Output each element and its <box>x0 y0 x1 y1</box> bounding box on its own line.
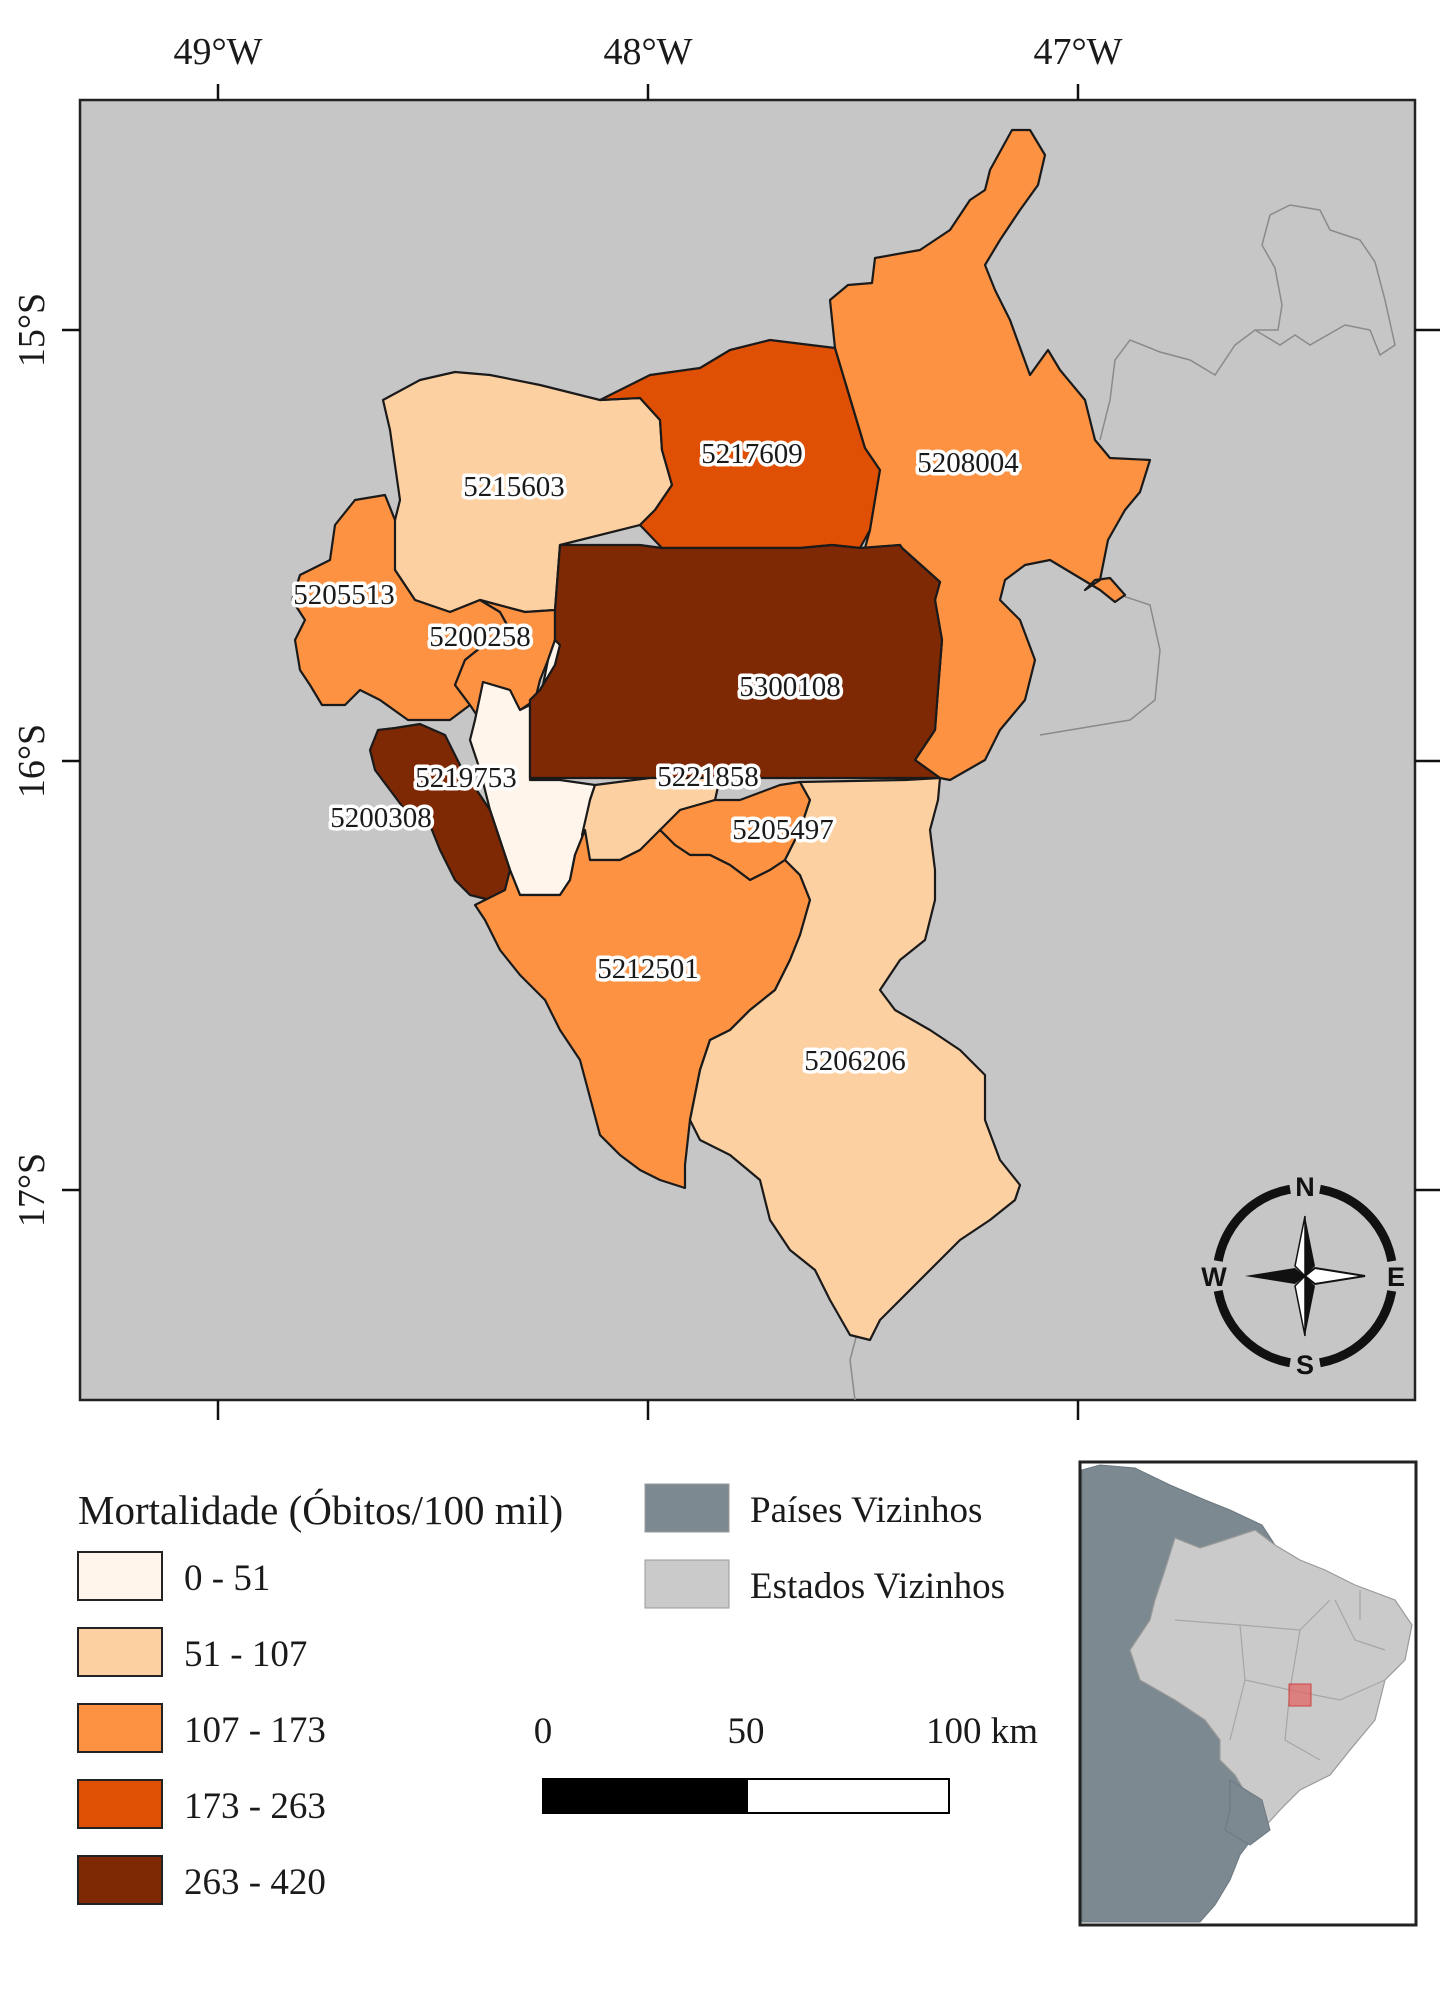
legend-swatch-0 <box>77 1551 163 1601</box>
compass-label-n: N <box>1295 1172 1315 1202</box>
label-5300108: 5300108 <box>739 671 841 703</box>
scale-label-0: 0 <box>534 1711 553 1752</box>
municipalities <box>290 128 1152 1342</box>
legend-label-3: 173 - 263 <box>184 1786 326 1827</box>
label-5219753: 5219753 <box>415 762 517 794</box>
compass-label-s: S <box>1296 1350 1314 1380</box>
legend-swatch-4 <box>77 1855 163 1905</box>
inset-brazil <box>1129 1529 1413 1841</box>
label-5215603: 5215603 <box>463 471 565 503</box>
label-5212501: 5212501 <box>597 953 699 985</box>
legend-title: Mortalidade (Óbitos/100 mil) <box>78 1487 563 1533</box>
scale-segment-white <box>746 1778 950 1814</box>
label-5205513: 5205513 <box>293 579 395 611</box>
legend-label-4: 263 - 420 <box>184 1862 326 1903</box>
legend-label-paises: Países Vizinhos <box>750 1490 982 1531</box>
legend-other: Países Vizinhos Estados Vizinhos <box>644 1483 1005 1609</box>
lat-tick-17s: 17°S <box>11 1153 53 1227</box>
legend-swatch-3 <box>77 1779 163 1829</box>
label-5200308: 5200308 <box>330 802 432 834</box>
inset-locator-map <box>1078 1460 1418 1927</box>
legend-label-estados: Estados Vizinhos <box>750 1566 1005 1607</box>
compass-ring-gaps <box>1212 1183 1398 1369</box>
scale-bar: 0 50 100 km <box>534 1711 1038 1814</box>
municipality-5206206[interactable] <box>688 776 1022 1342</box>
legend-swatch-2 <box>77 1703 163 1753</box>
graticule <box>62 84 1440 1420</box>
municipality-5300108[interactable] <box>528 543 944 780</box>
lat-tick-16s: 16°S <box>11 724 53 798</box>
north-arrow-compass: N S E W <box>1201 1172 1405 1380</box>
state-borders <box>849 204 1396 1401</box>
inset-state-borders <box>1174 1590 1386 1761</box>
legend-label-1: 51 - 107 <box>184 1634 307 1675</box>
legend-swatch-1 <box>77 1627 163 1677</box>
legend-swatch-paises <box>644 1483 730 1533</box>
lon-tick-47w: 47°W <box>1033 31 1122 73</box>
municipality-labels: 5215603 5217609 5208004 5205513 5200258 … <box>290 435 1023 1081</box>
label-5206206: 5206206 <box>804 1045 906 1077</box>
lat-tick-15s: 15°S <box>11 293 53 367</box>
lon-tick-49w: 49°W <box>173 31 262 73</box>
legend: Mortalidade (Óbitos/100 mil) 0 - 51 51 -… <box>77 1483 1005 1905</box>
label-5205497: 5205497 <box>732 814 834 846</box>
lon-tick-48w: 48°W <box>603 31 692 73</box>
compass-point-west <box>1245 1268 1305 1284</box>
label-5221858: 5221858 <box>657 761 759 793</box>
label-5208004: 5208004 <box>917 447 1019 479</box>
scale-segment-black <box>542 1778 748 1814</box>
compass-label-e: E <box>1387 1262 1405 1292</box>
main-map: 5215603 5217609 5208004 5205513 5200258 … <box>78 98 1417 1402</box>
legend-label-0: 0 - 51 <box>184 1558 270 1599</box>
label-5200258: 5200258 <box>429 621 531 653</box>
inset-uruguay <box>1224 1779 1271 1846</box>
scale-label-50: 50 <box>728 1711 765 1752</box>
legend-swatch-estados <box>644 1559 730 1609</box>
inset-study-area <box>1288 1683 1312 1707</box>
legend-label-2: 107 - 173 <box>184 1710 326 1751</box>
label-5217609: 5217609 <box>701 438 803 470</box>
legend-classes: 0 - 51 51 - 107 107 - 173 173 - 263 263 … <box>77 1551 326 1905</box>
compass-label-w: W <box>1201 1262 1227 1292</box>
scale-label-100: 100 km <box>926 1711 1038 1752</box>
